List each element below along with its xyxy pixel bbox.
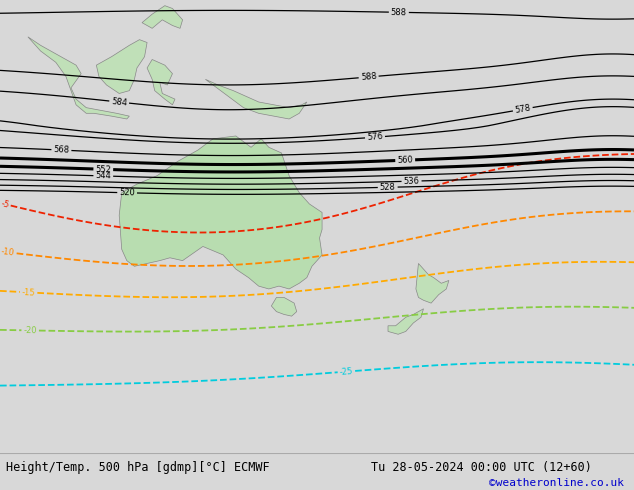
Text: 520: 520 xyxy=(119,188,135,197)
Text: -5: -5 xyxy=(0,199,10,209)
Text: 578: 578 xyxy=(514,103,531,115)
Text: Tu 28-05-2024 00:00 UTC (12+60): Tu 28-05-2024 00:00 UTC (12+60) xyxy=(371,461,592,474)
Polygon shape xyxy=(28,37,129,119)
Polygon shape xyxy=(388,309,424,334)
Polygon shape xyxy=(271,297,297,316)
Polygon shape xyxy=(96,40,147,94)
Polygon shape xyxy=(119,136,322,289)
Text: -20: -20 xyxy=(23,326,37,335)
Text: 588: 588 xyxy=(391,8,407,17)
Polygon shape xyxy=(147,59,175,105)
Text: 584: 584 xyxy=(111,97,127,107)
Text: 560: 560 xyxy=(397,155,413,165)
Text: 536: 536 xyxy=(403,176,420,186)
Polygon shape xyxy=(205,79,307,119)
Text: -10: -10 xyxy=(1,247,15,258)
Text: ©weatheronline.co.uk: ©weatheronline.co.uk xyxy=(489,478,624,488)
Text: -25: -25 xyxy=(339,367,354,377)
Text: 544: 544 xyxy=(95,171,112,181)
Polygon shape xyxy=(416,264,449,303)
Text: 528: 528 xyxy=(380,183,396,192)
Text: 588: 588 xyxy=(360,72,377,82)
Text: -15: -15 xyxy=(22,288,36,297)
Text: Height/Temp. 500 hPa [gdmp][°C] ECMWF: Height/Temp. 500 hPa [gdmp][°C] ECMWF xyxy=(6,461,270,474)
Polygon shape xyxy=(142,6,183,28)
Text: 576: 576 xyxy=(366,132,384,142)
Text: 568: 568 xyxy=(53,145,70,155)
Text: 552: 552 xyxy=(95,165,112,174)
